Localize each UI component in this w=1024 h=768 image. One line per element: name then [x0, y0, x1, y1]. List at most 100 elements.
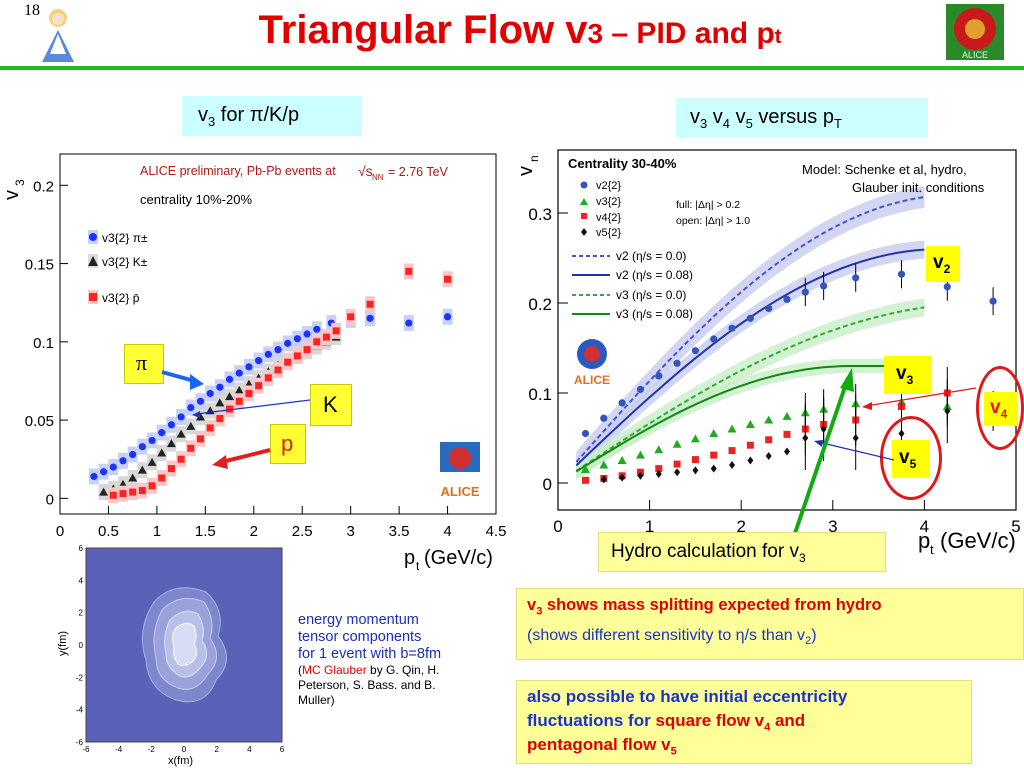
pion-point: [405, 319, 413, 327]
v3-ideal-band: [576, 298, 925, 480]
kaon-point: [99, 487, 109, 496]
svg-text:ALICE: ALICE: [962, 50, 988, 60]
y-tick-label: 0: [46, 491, 54, 508]
legend-pion: v3{2} π±: [102, 231, 148, 245]
x-tick-label: 4: [443, 523, 451, 540]
v4-tag: v4: [984, 392, 1018, 426]
kaon-point: [157, 448, 167, 457]
proton-point: [119, 490, 127, 498]
v5-point: [944, 407, 951, 415]
line-legend: v2 (η/s = 0.0) v2 (η/s = 0.08) v3 (η/s =…: [572, 249, 693, 321]
svg-text:(GeV/c): (GeV/c): [424, 547, 493, 569]
legend: v3{2} π± v3{2} K± v3{2} p̄: [88, 230, 148, 305]
v4-circle: [976, 366, 1024, 450]
x-tick-label: 1: [153, 523, 161, 540]
y-tick-labels: 6 4 2 0 -2 -4 -6: [76, 544, 84, 747]
y-tick-label: 0.3: [528, 205, 552, 224]
v2-point: [655, 372, 663, 380]
v2-point: [581, 429, 590, 438]
svg-text:n: n: [527, 155, 541, 162]
v4-point: [765, 436, 773, 444]
x-tick-labels: 0 0.5 1 1.5 2 2.5 3 3.5 4 4.5: [56, 506, 507, 540]
v2-point: [710, 335, 718, 343]
v5-point: [655, 470, 662, 478]
v2-point: [673, 359, 681, 367]
proton-point: [158, 474, 166, 482]
y-axis-label: v n: [515, 155, 541, 176]
svg-text:p: p: [404, 547, 415, 569]
v4-point: [673, 460, 681, 468]
pion-point: [443, 313, 452, 321]
svg-text:x(fm): x(fm): [168, 755, 193, 767]
svg-text:NN: NN: [372, 173, 384, 182]
alice-preliminary-header: ALICE preliminary, Pb-Pb events at: [140, 164, 336, 178]
v5-point: [747, 456, 754, 465]
v2-point: [746, 314, 754, 322]
pion-point: [264, 350, 272, 358]
x-tick-label: 6: [280, 745, 285, 754]
v3-ideal-curve: [575, 306, 925, 472]
hydro-bands: [575, 186, 925, 480]
y-tick-label: 0.05: [25, 413, 54, 430]
v4-point: [783, 430, 791, 438]
pion-point: [235, 369, 243, 377]
svg-text:v3 (η/s = 0.08): v3 (η/s = 0.08): [616, 307, 693, 321]
proton-point: [148, 482, 156, 490]
svg-text:v2 (η/s = 0.08): v2 (η/s = 0.08): [616, 268, 693, 282]
hydro-label: Hydro calculation for v3: [611, 541, 806, 565]
svg-text:v: v: [515, 166, 537, 176]
y-tick-labels: 0.2 0.15 0.1 0.05 0: [25, 178, 68, 508]
pion-point: [138, 443, 146, 451]
svg-text:v3{2}: v3{2}: [596, 196, 621, 208]
title-divider: [0, 66, 1024, 70]
svg-text:p: p: [918, 528, 930, 553]
kaon-point: [147, 457, 157, 466]
pion-point: [167, 421, 176, 429]
v2-ideal-band: [576, 186, 925, 473]
proton-point: [138, 487, 146, 495]
v3-point: [635, 450, 645, 459]
centrality-label: Centrality 30-40%: [568, 156, 677, 171]
plot-frame: [59, 153, 497, 515]
y-tick-label: 6: [79, 544, 84, 553]
pion-point: [177, 413, 185, 421]
model-label-2: Glauber init. conditions: [852, 180, 985, 195]
kaon-point: [137, 465, 147, 474]
pion-point: [90, 472, 98, 481]
v3-point: [617, 456, 627, 464]
contour-notes: energy momentum tensor components for 1 …: [298, 612, 442, 707]
y-tick-label: 2: [79, 609, 84, 618]
pion-point: [129, 450, 137, 459]
y-tick-label: 0: [543, 475, 552, 494]
legend-kaon: v3{2} K±: [102, 255, 148, 269]
pion-point: [245, 363, 253, 371]
vn-chart: Centrality 30-40% Model: Schenke et al, …: [515, 149, 1021, 557]
v5-point: [692, 466, 699, 475]
alice-wonderland-logo: [42, 9, 74, 62]
vn-label-box: v3 v4 v5 versus pT: [676, 98, 928, 138]
x-tick-label: 0.5: [98, 523, 119, 540]
proton-point: [255, 382, 263, 390]
slide-number: 18: [24, 2, 40, 19]
v2-point: [691, 347, 699, 355]
svg-text:= 2.76 TeV: = 2.76 TeV: [388, 165, 449, 179]
x-axis-label: p t (GeV/c): [918, 528, 1016, 557]
v4-point: [581, 476, 589, 484]
x-tick-label: 4.5: [486, 523, 507, 540]
v3-visc-curve: [575, 365, 888, 473]
legend-proton-marker: [89, 293, 97, 301]
v3-point: [690, 434, 700, 443]
pion-point: [284, 339, 292, 347]
proton-point: [226, 405, 234, 413]
y-tick-label: 0.2: [33, 178, 54, 195]
v4-point: [746, 441, 754, 449]
proton-point: [284, 358, 292, 366]
v5-point: [852, 434, 859, 442]
energy-density-contour: y(fm) 6 4 2 0 -2 -4 -6 -6 -4 -2 0 2 4 6 x(fm): [57, 544, 285, 767]
y-tick-label: -6: [76, 738, 84, 747]
v4-point: [710, 451, 718, 459]
x-tick-label: 0: [553, 517, 562, 536]
kaon-point: [176, 429, 186, 438]
proton-point: [129, 488, 137, 496]
pid-label: v3 for π/K/p: [198, 104, 300, 129]
